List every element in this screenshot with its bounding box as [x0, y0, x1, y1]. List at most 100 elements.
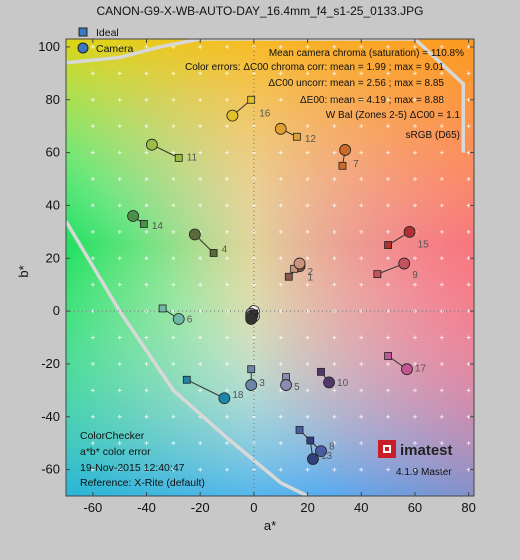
grid-mark [278, 414, 283, 419]
grid-mark [386, 229, 391, 234]
point-label: 7 [353, 159, 359, 170]
grid-mark [332, 388, 337, 393]
grid-mark [90, 44, 95, 49]
grid-mark [251, 71, 256, 76]
grid-mark [332, 71, 337, 76]
grid-mark [439, 97, 444, 102]
point-label: 14 [152, 221, 164, 232]
grid-mark [171, 256, 176, 261]
grid-mark [386, 71, 391, 76]
grid-mark [439, 467, 444, 472]
grid-mark [466, 335, 471, 340]
grid-mark [386, 414, 391, 419]
annotation-de00: ΔE00: mean = 4.19 ; max = 8.88 [300, 95, 444, 106]
ideal-marker [158, 304, 167, 313]
camera-marker [339, 144, 352, 156]
grid-mark [466, 97, 471, 102]
x-tick-label: 60 [408, 500, 422, 515]
grid-mark [332, 124, 337, 129]
grid-mark [144, 97, 149, 102]
y-tick-label: -20 [41, 356, 60, 371]
grid-mark [117, 97, 122, 102]
grid-mark [117, 467, 122, 472]
point-label: 12 [305, 134, 317, 145]
grid-mark [198, 203, 203, 208]
grid-mark [117, 124, 122, 129]
point-label: 8 [329, 442, 335, 453]
plot-frame [65, 38, 475, 497]
grid-mark [198, 150, 203, 155]
grid-mark [332, 229, 337, 234]
grid-mark [278, 361, 283, 366]
grid-mark [305, 203, 310, 208]
grid-mark [90, 71, 95, 76]
y-tick-label: -40 [41, 409, 60, 424]
grid-mark [466, 229, 471, 234]
grid-mark [278, 282, 283, 287]
grid-mark [305, 150, 310, 155]
ideal-marker [247, 95, 256, 104]
grid-mark [466, 441, 471, 446]
axis-ticks: -60 -40 -20 0 20 40 60 80 -60 -40 -20 0 20 40 60 80 100 [38, 39, 476, 515]
grid-mark [90, 203, 95, 208]
grid-mark [305, 256, 310, 261]
y-tick-label: -60 [41, 462, 60, 477]
grid-mark [305, 44, 310, 49]
grid-mark [278, 256, 283, 261]
grid-mark [466, 414, 471, 419]
grid-mark [359, 441, 364, 446]
grid-mark [466, 282, 471, 287]
grid-mark [90, 361, 95, 366]
camera-marker [245, 313, 258, 325]
grid-mark [278, 44, 283, 49]
camera-marker [293, 257, 306, 270]
grid-mark [117, 361, 122, 366]
grid-mark [332, 414, 337, 419]
grid-mark [359, 229, 364, 234]
grid-mark [198, 467, 203, 472]
camera-marker [218, 392, 231, 405]
chart-title: CANON-G9-X-WB-AUTO-DAY_16.4mm_f4_s1-25_0… [96, 4, 424, 18]
y-tick-label: 100 [38, 39, 60, 54]
grid-mark [305, 388, 310, 393]
grid-mark [412, 71, 417, 76]
x-tick-label: 40 [354, 500, 368, 515]
grid-mark [225, 335, 230, 340]
gamut-boundary-upper [66, 39, 466, 153]
grid-mark [359, 282, 364, 287]
grid-mark [90, 150, 95, 155]
ideal-marker [384, 352, 393, 360]
grid-mark [144, 177, 149, 182]
grid-mark [359, 177, 364, 182]
info-line-4: Reference: X-Rite (default) [80, 477, 205, 489]
grid-mark [171, 441, 176, 446]
grid-mark [439, 414, 444, 419]
grid-mark [225, 229, 230, 234]
grid-mark [305, 124, 310, 129]
grid-mark [359, 44, 364, 49]
grid-mark [305, 414, 310, 419]
x-tick-label: -60 [83, 500, 102, 515]
grid-mark [225, 282, 230, 287]
grid-mark [144, 467, 149, 472]
grid-mark [439, 124, 444, 129]
grid-mark [171, 414, 176, 419]
grid-mark [332, 282, 337, 287]
point-label: 13 [321, 451, 333, 462]
grid-mark [386, 97, 391, 102]
grid-mark [225, 467, 230, 472]
info-line-1: ColorChecker [80, 430, 145, 442]
grid-mark [332, 335, 337, 340]
grid-mark [225, 177, 230, 182]
grid-mark [117, 71, 122, 76]
camera-marker [400, 363, 413, 376]
point-label: 11 [187, 152, 198, 163]
ideal-marker [284, 272, 293, 281]
grid-mark [278, 441, 283, 446]
grid-mark [117, 229, 122, 234]
ideal-marker [209, 249, 218, 257]
grid-mark [305, 361, 310, 366]
error-annotations: Mean camera chroma (saturation) = 110.8%… [185, 48, 464, 141]
